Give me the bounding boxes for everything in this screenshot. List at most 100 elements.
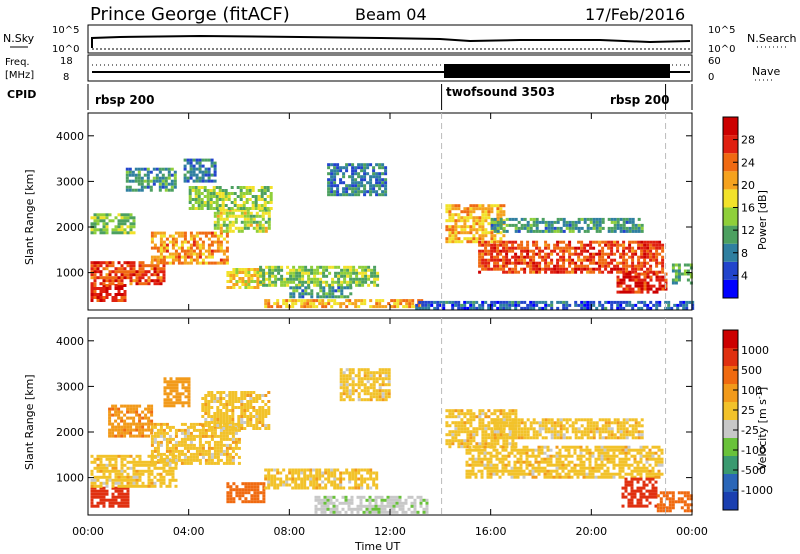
heatmap-cell (508, 246, 512, 250)
heatmap-cell (307, 268, 311, 272)
heatmap-cell (528, 448, 532, 452)
heatmap-cell (374, 507, 378, 511)
heatmap-cell (532, 249, 536, 253)
heatmap-cell (221, 207, 225, 210)
heatmap-cell (195, 243, 199, 247)
heatmap-cell (558, 472, 562, 476)
heatmap-cell (598, 252, 602, 256)
heatmap-cell (192, 237, 196, 241)
heatmap-cell (339, 169, 343, 173)
heatmap-cell (137, 173, 141, 177)
heatmap-cell (241, 271, 245, 274)
heatmap-cell (565, 226, 569, 230)
heatmap-cell (132, 416, 136, 420)
heatmap-cell (123, 261, 127, 265)
heatmap-cell (174, 255, 178, 259)
heatmap-cell (224, 195, 228, 198)
heatmap-cell (177, 458, 181, 462)
heatmap-cell (192, 167, 196, 171)
heatmap-cell (174, 466, 178, 470)
heatmap-cell (502, 415, 506, 419)
heatmap-cell (141, 434, 145, 438)
heatmap-cell (417, 299, 421, 303)
heatmap-cell (511, 246, 515, 250)
heatmap-cell (448, 234, 452, 238)
heatmap-cell (235, 283, 239, 286)
heatmap-cell (622, 300, 626, 304)
heatmap-cell (588, 454, 592, 458)
heatmap-cell (120, 466, 124, 470)
heatmap-cell (322, 268, 326, 272)
heatmap-cell (192, 173, 196, 177)
heatmap-cell (619, 223, 623, 227)
heatmap-cell (352, 268, 356, 272)
heatmap-cell (259, 271, 263, 275)
heatmap-cell (117, 431, 121, 435)
heatmap-cell (451, 433, 455, 437)
heatmap-cell (141, 472, 145, 476)
heatmap-cell (558, 454, 562, 458)
heatmap-cell (166, 386, 170, 390)
heatmap-cell (258, 412, 262, 415)
heatmap-cell (204, 234, 208, 238)
heatmap-cell (580, 306, 584, 310)
heatmap-cell (525, 472, 529, 476)
heatmap-cell (579, 460, 583, 464)
heatmap-cell (209, 201, 213, 204)
heatmap-cell (661, 243, 665, 247)
heatmap-cell (156, 452, 160, 456)
heatmap-cell (538, 255, 542, 259)
heatmap-cell (346, 286, 350, 290)
heatmap-cell (577, 240, 581, 244)
heatmap-cell (484, 267, 488, 271)
heatmap-cell (367, 268, 371, 272)
heatmap-cell (156, 422, 160, 426)
heatmap-cell (126, 219, 130, 223)
heatmap-cell (499, 237, 503, 241)
heatmap-cell (267, 214, 271, 218)
heatmap-cell (194, 201, 198, 204)
heatmap-cell (177, 449, 181, 453)
heatmap-cell (625, 261, 629, 265)
heatmap-cell (637, 226, 641, 230)
heatmap-cell (209, 207, 213, 210)
heatmap-cell (369, 181, 373, 185)
heatmap-cell (219, 400, 223, 403)
heatmap-cell (310, 292, 314, 296)
heatmap-cell (307, 271, 311, 275)
heatmap-cell (683, 272, 687, 276)
heatmap-cell (339, 480, 343, 484)
heatmap-cell (595, 240, 599, 244)
heatmap-cell (244, 274, 248, 277)
heatmap-cell (210, 243, 214, 247)
heatmap-cell (655, 287, 659, 291)
heatmap-cell (610, 229, 614, 233)
heatmap-cell (319, 289, 323, 293)
heatmap-cell (469, 303, 473, 307)
heatmap-cell (187, 401, 191, 405)
heatmap-cell (454, 234, 458, 238)
heatmap-cell (384, 389, 388, 393)
heatmap-band (327, 163, 388, 197)
heatmap-cell (242, 186, 246, 189)
heatmap-cell (631, 287, 635, 291)
heatmap-cell (448, 216, 452, 220)
heatmap-cell (496, 220, 500, 224)
heatmap-cell (159, 472, 163, 476)
heatmap-cell (631, 303, 635, 307)
heatmap-cell (162, 458, 166, 462)
heatmap-cell (283, 283, 287, 287)
heatmap-cell (325, 274, 329, 278)
heatmap-cell (562, 270, 566, 274)
heatmap-cell (105, 478, 109, 482)
heatmap-cell (156, 258, 160, 262)
heatmap-cell (661, 255, 665, 259)
heatmap-cell (258, 397, 262, 400)
heatmap-cell (514, 246, 518, 250)
heatmap-cell (532, 258, 536, 262)
heatmap-cell (169, 386, 173, 390)
heatmap-cell (649, 287, 653, 291)
heatmap-cell (580, 240, 584, 244)
heatmap-cell (105, 481, 109, 485)
heatmap-cell (232, 283, 236, 286)
